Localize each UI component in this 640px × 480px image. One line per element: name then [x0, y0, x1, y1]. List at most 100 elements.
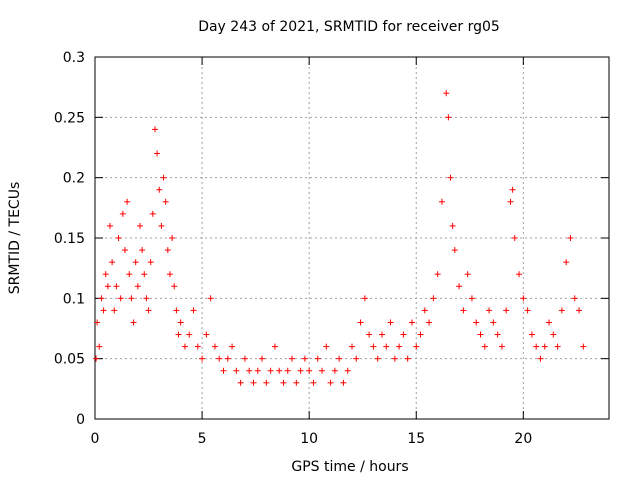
data-point — [102, 271, 109, 278]
y-tick-label: 0.3 — [63, 50, 85, 66]
data-point — [297, 367, 304, 374]
data-point — [220, 367, 227, 374]
data-point — [171, 283, 178, 290]
data-point — [541, 343, 548, 350]
data-point — [408, 319, 415, 326]
data-point — [563, 259, 570, 266]
data-point — [323, 343, 330, 350]
data-point — [177, 319, 184, 326]
data-point — [481, 343, 488, 350]
data-point — [211, 343, 218, 350]
data-point — [293, 379, 300, 386]
data-point — [100, 307, 107, 314]
data-point — [468, 295, 475, 302]
data-point — [124, 198, 131, 205]
grid-lines — [95, 57, 609, 419]
data-points — [93, 90, 587, 386]
data-point — [190, 307, 197, 314]
y-tick-label: 0.15 — [54, 231, 85, 247]
data-point — [306, 367, 313, 374]
y-tick-label: 0.25 — [54, 110, 85, 126]
data-point — [451, 247, 458, 254]
data-point — [128, 295, 135, 302]
data-point — [370, 343, 377, 350]
x-tick-label: 20 — [514, 431, 532, 447]
data-point — [349, 343, 355, 350]
data-point — [366, 331, 373, 338]
data-point — [259, 355, 266, 362]
data-point — [246, 367, 253, 374]
data-point — [267, 367, 274, 374]
data-point — [289, 355, 296, 362]
x-axis-label: GPS time / hours — [291, 459, 408, 475]
data-point — [186, 331, 193, 338]
data-point — [319, 367, 326, 374]
data-point — [421, 307, 428, 314]
data-point — [111, 307, 118, 314]
data-point — [241, 355, 248, 362]
data-point — [141, 271, 148, 278]
data-point — [430, 295, 437, 302]
data-point — [160, 174, 167, 181]
data-point — [94, 319, 101, 326]
data-point — [136, 222, 143, 229]
data-point — [151, 126, 158, 133]
data-point — [284, 367, 291, 374]
x-tick-label: 10 — [300, 431, 318, 447]
data-point — [391, 355, 398, 362]
data-point — [276, 367, 283, 374]
data-point — [117, 295, 124, 302]
data-point — [194, 343, 201, 350]
data-point — [154, 150, 161, 157]
data-point — [119, 210, 126, 217]
data-point — [175, 331, 182, 338]
data-point — [132, 259, 139, 266]
data-point — [537, 355, 544, 362]
data-point — [443, 90, 450, 97]
data-point — [503, 307, 510, 314]
data-point — [250, 379, 257, 386]
data-point — [509, 186, 516, 193]
data-point — [524, 307, 531, 314]
data-point — [580, 343, 587, 350]
data-point — [576, 307, 583, 314]
data-point — [104, 283, 111, 290]
data-point — [567, 235, 574, 241]
data-point — [237, 379, 244, 386]
data-point — [139, 247, 146, 254]
data-point — [164, 247, 171, 254]
data-point — [464, 271, 471, 278]
data-point — [224, 355, 231, 362]
data-point — [121, 247, 128, 254]
data-point — [449, 222, 456, 229]
data-point — [199, 355, 206, 362]
data-point — [229, 343, 236, 350]
data-point — [456, 283, 463, 290]
data-point — [378, 331, 385, 338]
data-point — [156, 186, 163, 193]
data-point — [357, 319, 364, 326]
data-point — [173, 307, 180, 314]
data-point — [546, 319, 553, 326]
data-point — [445, 114, 452, 121]
data-point — [516, 271, 523, 278]
y-tick-label: 0.1 — [63, 291, 85, 307]
data-point — [216, 355, 223, 362]
y-axis-label: SRMTID / TECUs — [7, 182, 23, 295]
data-point — [233, 367, 240, 374]
data-point — [353, 355, 360, 362]
data-point — [571, 295, 578, 302]
data-point — [340, 379, 347, 386]
data-point — [106, 222, 113, 229]
data-point — [203, 331, 210, 338]
data-point — [520, 295, 527, 302]
data-point — [327, 379, 334, 386]
data-point — [147, 259, 154, 266]
data-point — [460, 307, 467, 314]
data-point — [490, 319, 497, 326]
data-point — [301, 355, 308, 362]
x-tick-label: 0 — [91, 431, 100, 447]
data-point — [145, 307, 152, 314]
data-point — [426, 319, 433, 326]
data-point — [344, 367, 351, 374]
